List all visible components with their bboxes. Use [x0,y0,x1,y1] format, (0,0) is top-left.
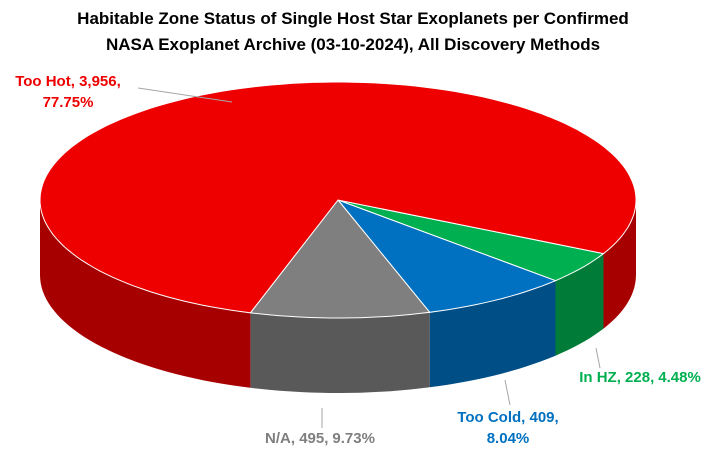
leader-line [504,379,511,406]
leader-line [595,347,601,369]
label-value: 228 [625,369,650,386]
data-label: In HZ, 228, 4.48% [579,369,701,386]
label-percent: 9.73% [332,430,375,447]
label-percent: 8.04% [487,430,530,447]
label-category: N/A [265,430,291,447]
label-category: Too Hot [15,73,71,90]
label-value: 409 [530,409,555,426]
data-label: N/A, 495, 9.73% [265,430,375,447]
pie-side [603,200,636,329]
label-category: In HZ [579,369,617,386]
data-label: Too Cold, 409, 8.04% [457,409,558,447]
pie-slice [249,199,431,319]
pie-side [40,200,251,388]
chart-title: NASA Exoplanet Archive (03-10-2024), All… [106,35,600,54]
pie-slice [39,81,637,314]
label-percent: 4.48% [658,369,701,386]
label-percent: 77.75% [43,94,94,111]
pie-side [555,253,604,356]
chart-title: Habitable Zone Status of Single Host Sta… [77,9,629,28]
pie-side [429,280,556,388]
label-value: 495 [299,430,324,447]
pie-slice [336,198,557,313]
data-label: Too Hot, 3,956, 77.75% [15,73,121,111]
pie-slice [337,199,605,282]
pie-side [250,312,430,393]
leader-line [137,87,233,103]
label-value: 3,956 [79,73,117,90]
label-category: Too Cold [457,409,521,426]
